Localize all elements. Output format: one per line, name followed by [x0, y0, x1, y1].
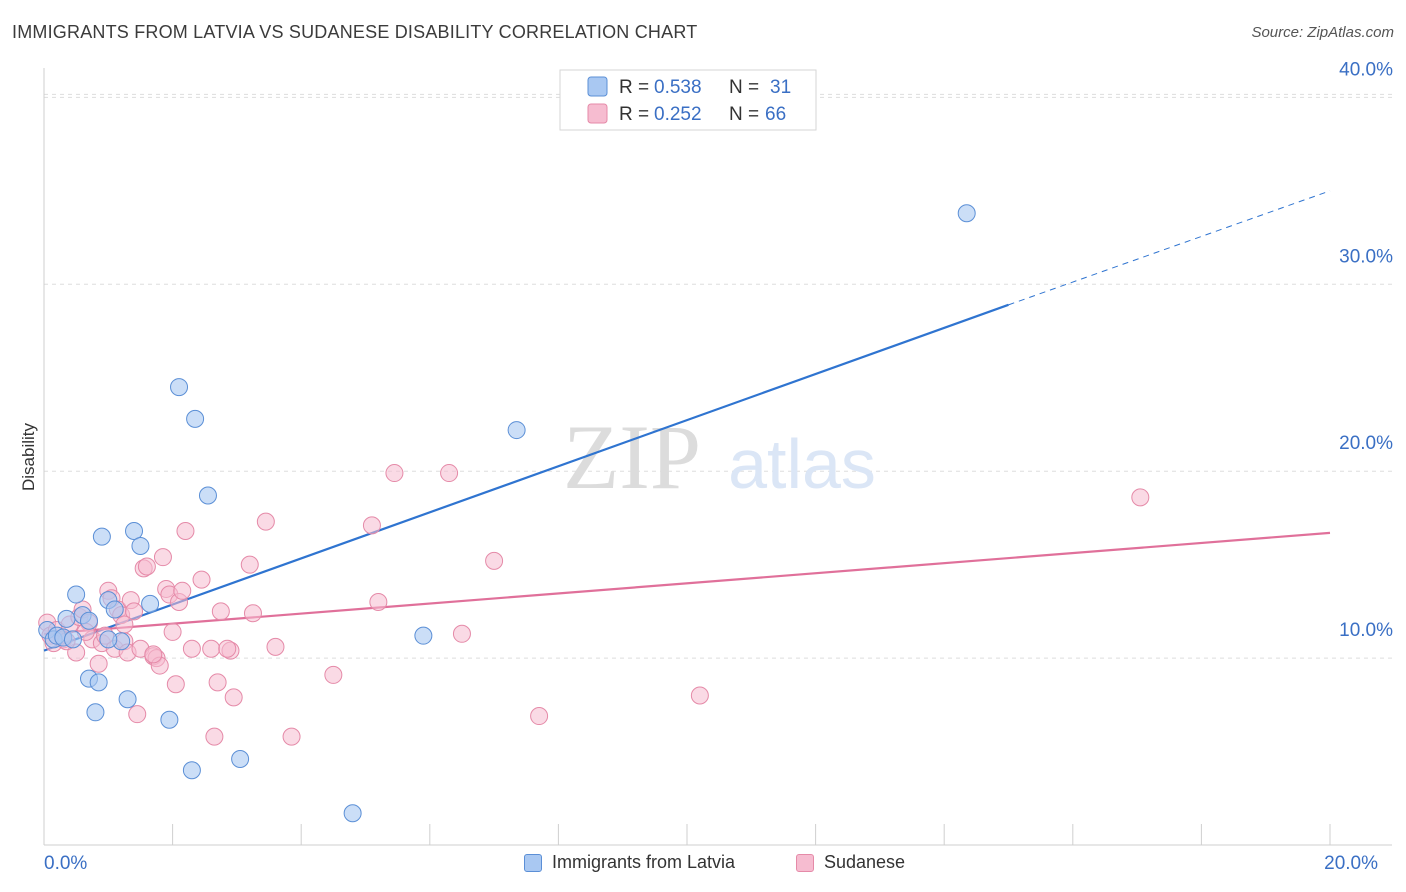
- chart-title: IMMIGRANTS FROM LATVIA VS SUDANESE DISAB…: [12, 22, 698, 42]
- point-sudanese: [224, 688, 243, 707]
- point-latvia: [67, 585, 86, 604]
- point-sudanese: [205, 727, 224, 746]
- point-latvia: [125, 522, 144, 540]
- legend-n-label-sudanese: N =: [729, 104, 764, 125]
- legend-swatch-latvia: [587, 76, 608, 97]
- point-sudanese: [208, 673, 227, 692]
- point-sudanese: [89, 654, 108, 673]
- point-latvia: [105, 600, 124, 619]
- point-sudanese: [240, 555, 259, 574]
- legend-r-value-latvia: 0.538: [654, 77, 702, 98]
- point-latvia: [957, 204, 976, 223]
- point-latvia: [414, 626, 433, 645]
- point-sudanese: [192, 570, 211, 589]
- point-latvia: [343, 804, 362, 823]
- point-latvia: [80, 611, 99, 630]
- point-sudanese: [440, 464, 459, 483]
- point-sudanese: [211, 602, 230, 621]
- labels-layer: 10.0% 20.0% 30.0% 40.0% 0.0% 20.0%: [44, 59, 1393, 874]
- trend-line-latvia: [43, 303, 1009, 652]
- point-sudanese: [362, 516, 381, 535]
- point-sudanese: [452, 624, 471, 643]
- trend-layer: [43, 190, 1331, 652]
- x-tick-label: 0.0%: [44, 853, 87, 874]
- point-latvia: [57, 609, 76, 628]
- point-latvia: [118, 690, 137, 709]
- point-sudanese: [182, 639, 201, 658]
- point-latvia: [160, 710, 179, 729]
- point-sudanese: [144, 645, 163, 664]
- y-axis-label: Disability: [19, 422, 38, 491]
- legend-swatch-sudanese: [587, 103, 608, 124]
- point-sudanese: [530, 707, 549, 726]
- y-tick-label: 40.0%: [1339, 59, 1393, 80]
- legend-swatch-bottom-sudanese: [796, 853, 814, 872]
- point-sudanese: [137, 557, 156, 576]
- trend-line-sudanese: [43, 531, 1331, 635]
- point-latvia: [141, 594, 160, 613]
- point-latvia: [507, 421, 526, 440]
- legend-top: R = 0.538 N = 31 R = 0.252 N = 66: [559, 69, 817, 131]
- y-tick-label: 20.0%: [1339, 433, 1393, 454]
- svg-text:R = 0.538 N =: R = 0.538 N = 31: [619, 77, 791, 98]
- legend-n-value-latvia: 31: [770, 77, 791, 98]
- trend-line-latvia-extension: [1008, 190, 1331, 306]
- chart-source: Source: ZipAtlas.com: [1251, 24, 1394, 41]
- point-sudanese: [256, 512, 275, 531]
- point-sudanese: [173, 581, 192, 600]
- point-latvia: [89, 673, 108, 692]
- point-sudanese: [115, 615, 134, 634]
- grid-layer: [44, 93, 1392, 659]
- point-sudanese: [266, 637, 285, 656]
- point-latvia: [231, 750, 250, 769]
- point-sudanese: [128, 705, 147, 724]
- point-sudanese: [324, 665, 343, 684]
- y-tick-label: 30.0%: [1339, 246, 1393, 267]
- point-sudanese: [125, 602, 144, 621]
- legend-label-sudanese: Sudanese: [824, 852, 906, 872]
- point-sudanese: [690, 686, 709, 705]
- point-latvia: [170, 378, 189, 397]
- svg-text:R = 0.252 N =: R = 0.252 N = 66: [619, 104, 786, 125]
- point-sudanese: [153, 548, 172, 567]
- points-layer: [38, 204, 1150, 823]
- point-sudanese: [218, 639, 237, 658]
- legend-r-label-latvia: R =: [619, 77, 654, 98]
- point-latvia: [99, 630, 118, 649]
- point-sudanese: [385, 464, 404, 483]
- point-sudanese: [166, 675, 185, 694]
- point-sudanese: [202, 639, 221, 658]
- point-latvia: [63, 630, 82, 649]
- watermark: ZIP atlas: [563, 406, 876, 508]
- legend-item-latvia: Immigrants from Latvia: [524, 852, 735, 873]
- legend-swatch-bottom-latvia: [524, 853, 542, 872]
- point-sudanese: [282, 727, 301, 746]
- x-tick-label: 20.0%: [1324, 853, 1378, 874]
- point-latvia: [92, 527, 111, 546]
- legend-label-latvia: Immigrants from Latvia: [552, 852, 736, 872]
- legend-n-value-sudanese: 66: [765, 104, 786, 125]
- point-latvia: [186, 409, 205, 428]
- legend-r-label-sudanese: R =: [619, 104, 654, 125]
- y-tick-label: 10.0%: [1339, 620, 1393, 641]
- point-sudanese: [243, 604, 262, 623]
- point-sudanese: [163, 622, 182, 641]
- point-latvia: [131, 536, 150, 555]
- point-latvia: [182, 761, 201, 780]
- point-sudanese: [176, 522, 195, 540]
- axes-layer: [43, 68, 1392, 846]
- legend-r-value-sudanese: 0.252: [654, 104, 702, 125]
- point-latvia: [198, 486, 217, 505]
- point-sudanese: [1131, 488, 1150, 507]
- point-sudanese: [485, 551, 504, 570]
- legend-n-label-latvia: N =: [729, 77, 764, 98]
- point-sudanese: [369, 593, 388, 612]
- watermark-atlas: atlas: [728, 425, 876, 503]
- point-latvia: [86, 703, 105, 722]
- legend-item-sudanese: Sudanese: [796, 852, 905, 873]
